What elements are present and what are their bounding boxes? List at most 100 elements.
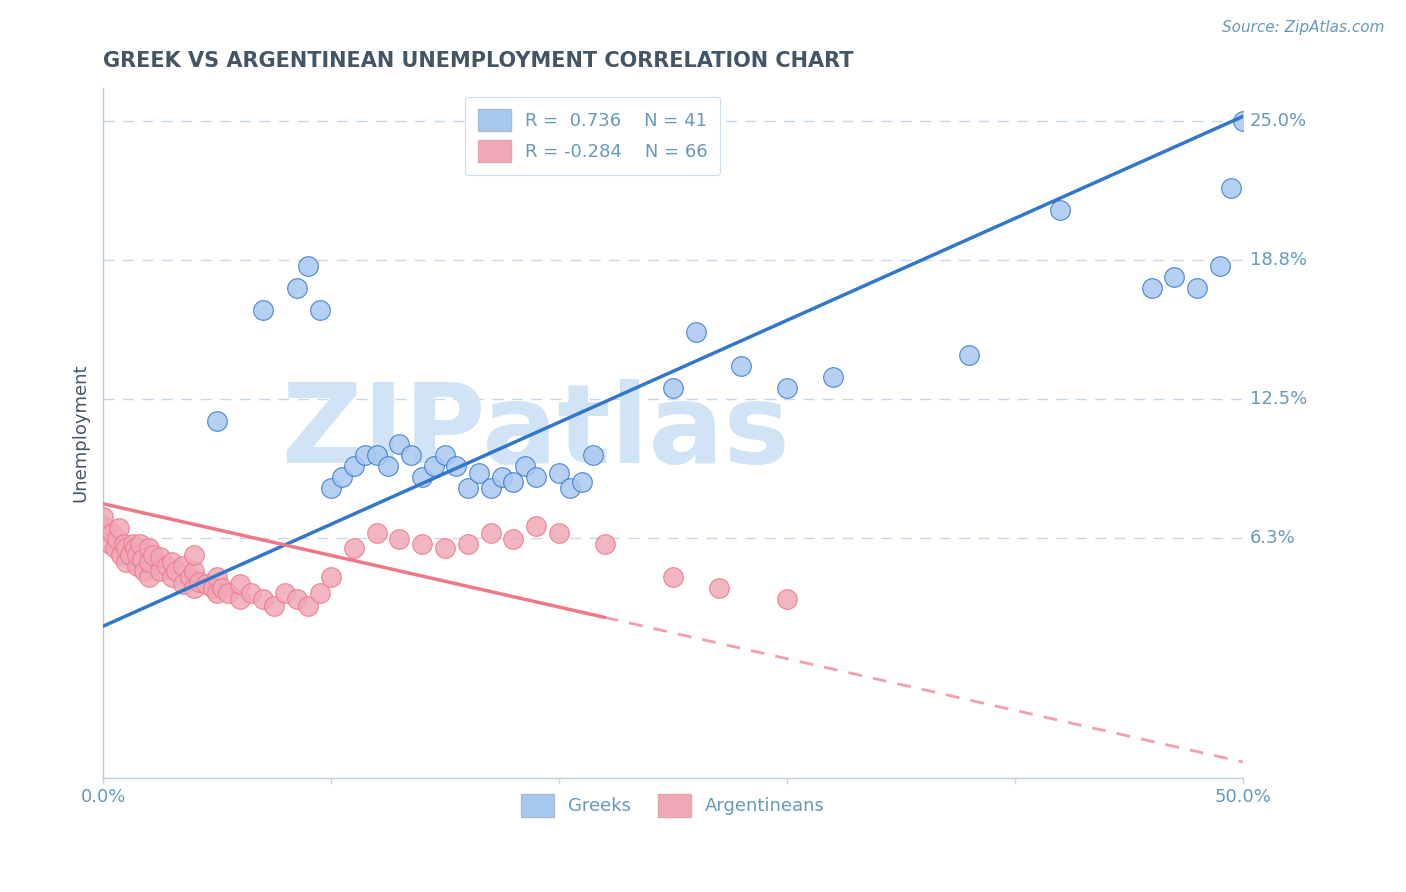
Point bbox=[388, 436, 411, 450]
Point bbox=[354, 448, 377, 462]
Point bbox=[156, 559, 179, 574]
Point bbox=[434, 448, 457, 462]
Point bbox=[411, 537, 433, 551]
Point bbox=[172, 577, 194, 591]
Point bbox=[957, 348, 980, 362]
Point bbox=[138, 570, 160, 584]
Text: 12.5%: 12.5% bbox=[1250, 390, 1308, 409]
Point bbox=[1140, 281, 1163, 295]
Point bbox=[1232, 114, 1254, 128]
Point bbox=[308, 303, 330, 318]
Point bbox=[707, 582, 730, 596]
Text: 6.3%: 6.3% bbox=[1250, 529, 1295, 548]
Point bbox=[127, 548, 149, 562]
Point bbox=[1209, 259, 1232, 273]
Point bbox=[479, 525, 502, 540]
Point bbox=[1049, 202, 1071, 217]
Point bbox=[388, 533, 411, 547]
Point bbox=[201, 582, 224, 596]
Point bbox=[1220, 180, 1243, 194]
Point bbox=[142, 548, 165, 562]
Point bbox=[571, 475, 593, 489]
Point bbox=[115, 541, 138, 556]
Point bbox=[121, 537, 143, 551]
Point bbox=[297, 599, 319, 614]
Text: 18.8%: 18.8% bbox=[1250, 251, 1306, 269]
Legend: Greeks, Argentineans: Greeks, Argentineans bbox=[513, 788, 832, 823]
Point bbox=[205, 414, 228, 428]
Point bbox=[187, 574, 209, 589]
Point bbox=[179, 570, 201, 584]
Point bbox=[194, 577, 217, 591]
Point bbox=[332, 470, 354, 484]
Point bbox=[662, 381, 685, 395]
Point bbox=[285, 592, 308, 607]
Point bbox=[108, 521, 131, 535]
Point bbox=[124, 541, 146, 556]
Point bbox=[297, 259, 319, 273]
Point bbox=[468, 466, 491, 480]
Point bbox=[205, 586, 228, 600]
Point bbox=[366, 448, 388, 462]
Point bbox=[548, 466, 571, 480]
Text: 25.0%: 25.0% bbox=[1250, 112, 1306, 130]
Point bbox=[343, 458, 366, 473]
Point bbox=[172, 559, 194, 574]
Point bbox=[138, 541, 160, 556]
Point bbox=[502, 533, 524, 547]
Point bbox=[776, 592, 799, 607]
Point bbox=[138, 555, 160, 569]
Point bbox=[457, 537, 479, 551]
Point bbox=[149, 564, 172, 578]
Point bbox=[103, 541, 125, 556]
Point bbox=[685, 326, 707, 340]
Point bbox=[1187, 281, 1209, 295]
Point bbox=[131, 552, 153, 566]
Point bbox=[1163, 269, 1185, 284]
Point bbox=[308, 586, 330, 600]
Point bbox=[91, 519, 114, 533]
Point bbox=[134, 564, 156, 578]
Point bbox=[513, 458, 536, 473]
Point bbox=[211, 582, 233, 596]
Point bbox=[411, 470, 433, 484]
Point bbox=[165, 564, 187, 578]
Point bbox=[183, 564, 205, 578]
Point bbox=[205, 570, 228, 584]
Point bbox=[120, 548, 142, 562]
Point bbox=[502, 475, 524, 489]
Point bbox=[149, 550, 172, 565]
Point bbox=[160, 570, 183, 584]
Point bbox=[776, 381, 799, 395]
Point bbox=[479, 481, 502, 495]
Point bbox=[524, 470, 547, 484]
Point bbox=[218, 586, 240, 600]
Point bbox=[115, 555, 138, 569]
Point bbox=[101, 525, 124, 540]
Text: ZIPatlas: ZIPatlas bbox=[283, 379, 790, 486]
Text: GREEK VS ARGENTINEAN UNEMPLOYMENT CORRELATION CHART: GREEK VS ARGENTINEAN UNEMPLOYMENT CORREL… bbox=[103, 51, 853, 70]
Point bbox=[548, 525, 571, 540]
Point bbox=[127, 559, 149, 574]
Point bbox=[91, 510, 114, 524]
Point bbox=[252, 303, 274, 318]
Point bbox=[582, 448, 605, 462]
Point bbox=[560, 481, 582, 495]
Point bbox=[319, 570, 342, 584]
Point bbox=[319, 481, 342, 495]
Point bbox=[730, 359, 752, 373]
Point bbox=[274, 586, 297, 600]
Point bbox=[252, 592, 274, 607]
Point bbox=[110, 548, 132, 562]
Point bbox=[112, 537, 135, 551]
Point bbox=[366, 525, 388, 540]
Point bbox=[183, 582, 205, 596]
Point bbox=[229, 592, 252, 607]
Point bbox=[229, 577, 252, 591]
Point bbox=[128, 537, 150, 551]
Point bbox=[491, 470, 513, 484]
Point bbox=[285, 281, 308, 295]
Point bbox=[183, 548, 205, 562]
Point bbox=[524, 519, 547, 533]
Point bbox=[399, 448, 422, 462]
